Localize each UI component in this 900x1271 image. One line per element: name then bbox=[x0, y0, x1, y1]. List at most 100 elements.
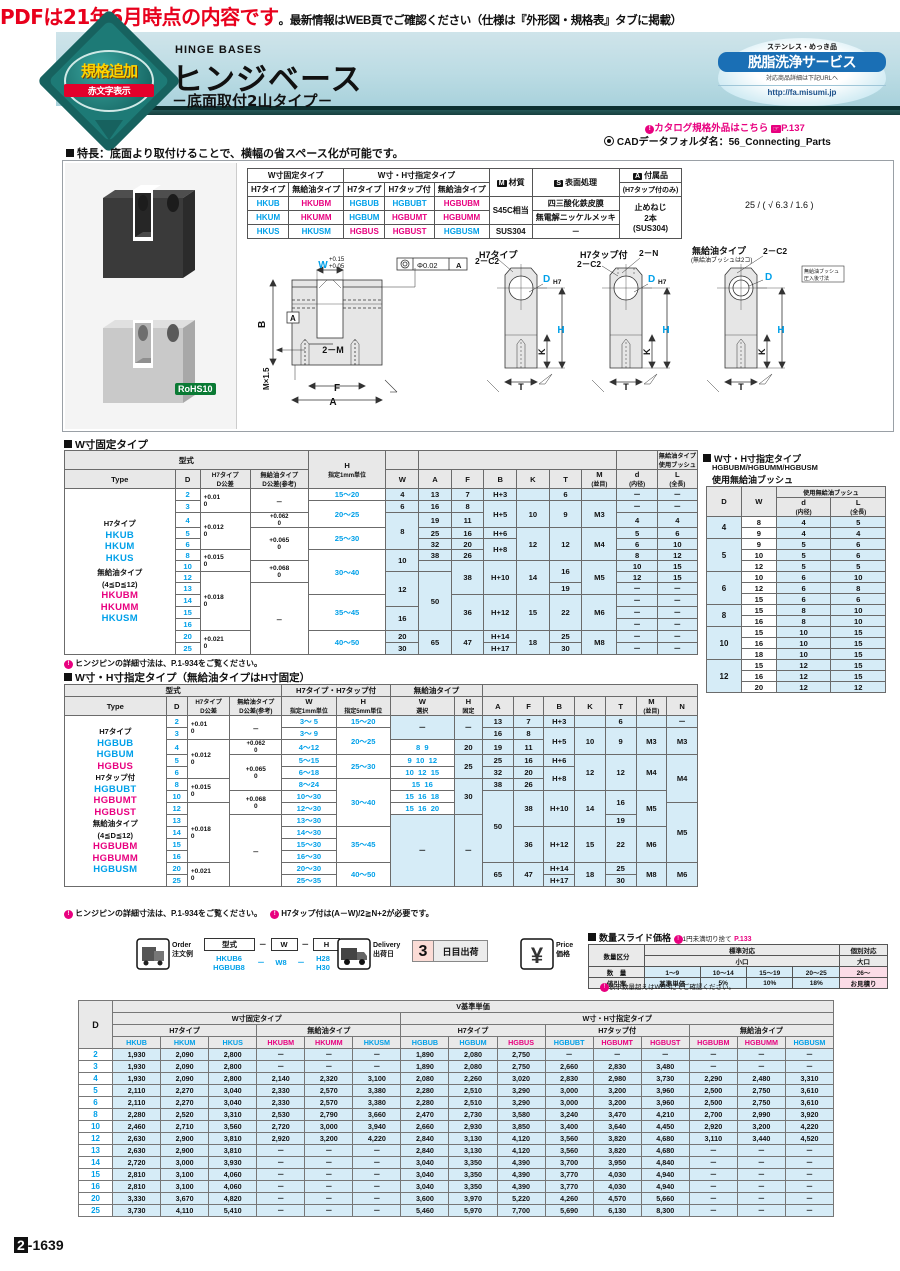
price-cell-4: 2,570 bbox=[304, 1084, 354, 1097]
surface-label: 表面処理 bbox=[565, 178, 598, 187]
cell3-bush-d: 6 bbox=[775, 571, 832, 583]
delivery-icon-box bbox=[337, 938, 371, 970]
table-row: 14 14～30 35～45 36 H+12 15 22 M6 bbox=[65, 826, 698, 863]
price-icon-box: ¥ bbox=[520, 938, 554, 970]
view1-k: K bbox=[537, 348, 547, 355]
cell-w: 4 bbox=[385, 488, 420, 501]
bush-title-label: W寸・H寸指定タイプ bbox=[714, 454, 801, 464]
price-cell-0: 1,930 bbox=[112, 1048, 162, 1061]
table-row: 4 +0.012 0 +0.062 0 4～12 8 9 20 19 11 bbox=[65, 739, 698, 779]
cell3-bush-d: 6 bbox=[775, 593, 832, 605]
cell2-f: 26 bbox=[512, 778, 545, 791]
price-th-code-HGBUBM: HGBUBM bbox=[688, 1036, 738, 1049]
th3-group: 使用無給油ブッシュ bbox=[775, 486, 887, 498]
price-cell-0: 2,810 bbox=[112, 1180, 162, 1193]
cell2-wselect: 9 10 12 bbox=[389, 754, 455, 767]
view2-title: H7タップ付 bbox=[580, 249, 628, 260]
cell2-m: M6 bbox=[635, 826, 668, 863]
price-cell-3: 2,330 bbox=[256, 1096, 306, 1109]
cell3-w: 9 bbox=[740, 538, 777, 550]
cell3-w: 12 bbox=[740, 582, 777, 594]
price-cell-4: － bbox=[304, 1192, 354, 1205]
t2-header-cols: Type D H7タイプ D公差 無給油タイプ D公差(参考) W 指定1mm単位 H 指定5mm… bbox=[64, 696, 698, 716]
view3-c2: 2－C2 bbox=[763, 246, 787, 256]
cell2-a: 65 bbox=[481, 862, 514, 887]
table-row: 12 6 8 bbox=[707, 582, 886, 594]
cell2-d: 6 bbox=[165, 766, 188, 779]
surface-roughness-symbol: 25 / ( √ 6.3 / 1.6 ) bbox=[745, 196, 813, 211]
cell-h: 15～20 bbox=[307, 488, 387, 501]
price-th-code-HGBUSM: HGBUSM bbox=[784, 1036, 835, 1049]
cell2-k bbox=[574, 715, 606, 728]
cell2-m: M4 bbox=[635, 754, 668, 791]
cell2-f: 7 bbox=[512, 715, 545, 728]
view3-note-l2: 圧入後寸法 bbox=[804, 275, 829, 282]
qty-value-3: 20～25 bbox=[792, 966, 840, 978]
yen-icon-svg: ¥ bbox=[520, 938, 554, 970]
cell2-a: 16 bbox=[481, 727, 514, 740]
price-th-code-HKUBM: HKUBM bbox=[256, 1036, 306, 1049]
price-cell-11: 3,480 bbox=[640, 1060, 690, 1073]
cell-h: 35～45 bbox=[307, 594, 387, 631]
section-title-w-h: W寸・H寸指定タイプ（無給油タイプはH寸固定） bbox=[64, 670, 310, 685]
price-cell-d: 8 bbox=[77, 1108, 114, 1121]
view3-subtitle: (無給油ブッシュは2コ) bbox=[691, 256, 752, 264]
price-cell-9: － bbox=[544, 1048, 594, 1061]
price-cell-3: － bbox=[256, 1060, 306, 1073]
th2-group-oil: 無給油タイプ bbox=[389, 684, 483, 697]
price-cell-11: 3,730 bbox=[640, 1072, 690, 1085]
th2-m: M (並目) bbox=[635, 696, 668, 716]
price-cell-14: － bbox=[784, 1168, 835, 1181]
cell2-t: 22 bbox=[604, 826, 637, 863]
cell3-w: 10 bbox=[740, 549, 777, 561]
cell2-a: 13 bbox=[481, 715, 514, 728]
price-th-code-HGBUM: HGBUM bbox=[448, 1036, 498, 1049]
price-cell-1: 3,000 bbox=[160, 1156, 210, 1169]
th-h7tol: H7タイプ D公差 bbox=[199, 469, 251, 489]
accessory-icon: A bbox=[633, 173, 643, 180]
cell-bush-l: － bbox=[656, 618, 699, 631]
qty-value-1: 10～14 bbox=[699, 966, 747, 978]
price-cell-d: 20 bbox=[77, 1192, 114, 1205]
price-cell-0: 2,630 bbox=[112, 1144, 162, 1157]
price-cell-5: － bbox=[352, 1048, 402, 1061]
cell-m: M6 bbox=[581, 594, 618, 631]
table-row: 15 2,810 3,100 4,060 －－－ 3,040 3,350 4,390 3,770… bbox=[77, 1168, 835, 1181]
cell-a: 38 bbox=[418, 549, 452, 561]
cell3-bush-l: 10 bbox=[830, 571, 886, 583]
cell2-m bbox=[635, 715, 668, 728]
cell2-wrange: 25～35 bbox=[281, 874, 337, 887]
th2-K: K bbox=[574, 696, 606, 716]
cell2-hfixed: 20 bbox=[453, 739, 483, 755]
price-cell-1: 2,090 bbox=[160, 1048, 210, 1061]
cell3-bush-l: 6 bbox=[830, 593, 886, 605]
catalog-outside-link[interactable]: ! カタログ規格外品はこちら ☞ P.137 bbox=[560, 120, 890, 134]
qty-pin-icon: ! bbox=[673, 935, 683, 944]
cell3-w: 15 bbox=[740, 593, 777, 605]
price-cell-6: 3,040 bbox=[400, 1168, 450, 1181]
cell-oiltol: － bbox=[249, 582, 309, 655]
cell-bush-l: － bbox=[656, 594, 699, 607]
th-oiltol: 無給油タイプ D公差(参考) bbox=[249, 469, 309, 489]
cell3-bush-d: 10 bbox=[775, 626, 832, 638]
delivery-label: Delivery 出荷日 bbox=[373, 942, 400, 959]
cell3-w: 16 bbox=[740, 615, 777, 627]
view1-title: H7タイプ bbox=[479, 249, 519, 260]
spec-sub-h7a: H7タイプ bbox=[246, 182, 290, 197]
price-cell-3: 2,920 bbox=[256, 1132, 306, 1145]
price-cell-6: 3,040 bbox=[400, 1180, 450, 1193]
code-hgbubt: HGBUBT bbox=[384, 196, 435, 211]
price-cell-14: － bbox=[784, 1180, 835, 1193]
cell-bush-d: － bbox=[616, 582, 658, 595]
cell-w: 16 bbox=[385, 606, 420, 631]
price-cell-11: － bbox=[640, 1048, 690, 1061]
price-cell-5: 3,380 bbox=[352, 1084, 402, 1097]
table-row: 16 8 10 bbox=[707, 615, 886, 627]
price-cell-6: 2,280 bbox=[400, 1096, 450, 1109]
price-cell-4: － bbox=[304, 1168, 354, 1181]
cell3-bush-l: 15 bbox=[830, 648, 886, 660]
price-th-code-HKUB: HKUB bbox=[112, 1036, 162, 1049]
th-dims-spacer bbox=[418, 450, 618, 470]
view3-note-l1: 無給油ブッシュ bbox=[804, 268, 839, 275]
qty-group-individual: 個別対応 bbox=[839, 944, 888, 956]
